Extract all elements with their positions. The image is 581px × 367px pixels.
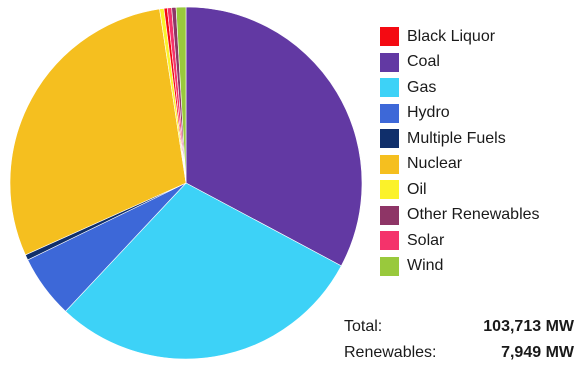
pie-chart <box>9 6 363 360</box>
legend-swatch <box>380 78 399 98</box>
total-row: Total: 103,713 MW <box>344 314 574 340</box>
legend-label: Multiple Fuels <box>407 129 506 147</box>
legend-label: Other Renewables <box>407 206 540 224</box>
pie-slice-coal <box>185 6 363 267</box>
pie-slice-nuclear <box>9 8 187 256</box>
renewables-row: Renewables: 7,949 MW <box>344 340 574 366</box>
legend-item-gas: Gas <box>380 75 540 101</box>
legend-label: Oil <box>407 180 427 198</box>
legend-item-other-renewables: Other Renewables <box>380 203 540 229</box>
legend-swatch <box>380 27 399 47</box>
renewables-label: Renewables: <box>344 344 437 361</box>
legend-label: Gas <box>407 78 437 96</box>
legend-item-oil: Oil <box>380 177 540 203</box>
legend-item-nuclear: Nuclear <box>380 152 540 178</box>
totals-summary: Total: 103,713 MW Renewables: 7,949 MW <box>344 314 574 366</box>
legend-item-coal: Coal <box>380 50 540 76</box>
legend-item-black-liquor: Black Liquor <box>380 24 540 50</box>
legend-swatch <box>380 205 399 225</box>
legend-swatch <box>380 103 399 123</box>
legend-swatch <box>380 231 399 251</box>
legend-swatch <box>380 52 399 72</box>
legend-item-wind: Wind <box>380 254 540 280</box>
total-value: 103,713 MW <box>483 318 574 335</box>
legend-item-solar: Solar <box>380 228 540 254</box>
renewables-value: 7,949 MW <box>501 344 574 361</box>
legend-label: Black Liquor <box>407 27 496 45</box>
pie-slice-gas <box>65 182 342 360</box>
legend-swatch <box>380 154 399 174</box>
legend-label: Solar <box>407 231 445 249</box>
legend-swatch <box>380 180 399 200</box>
legend-swatch <box>380 256 399 276</box>
legend-label: Hydro <box>407 104 450 122</box>
legend-label: Wind <box>407 257 444 275</box>
legend: Black Liquor Coal Gas Hydro Multiple Fue… <box>380 24 540 279</box>
legend-label: Coal <box>407 53 440 71</box>
pie-slice-wind <box>175 6 187 184</box>
legend-item-hydro: Hydro <box>380 101 540 127</box>
legend-label: Nuclear <box>407 155 463 173</box>
legend-swatch <box>380 129 399 149</box>
legend-item-multiple-fuels: Multiple Fuels <box>380 126 540 152</box>
total-label: Total: <box>344 318 383 335</box>
